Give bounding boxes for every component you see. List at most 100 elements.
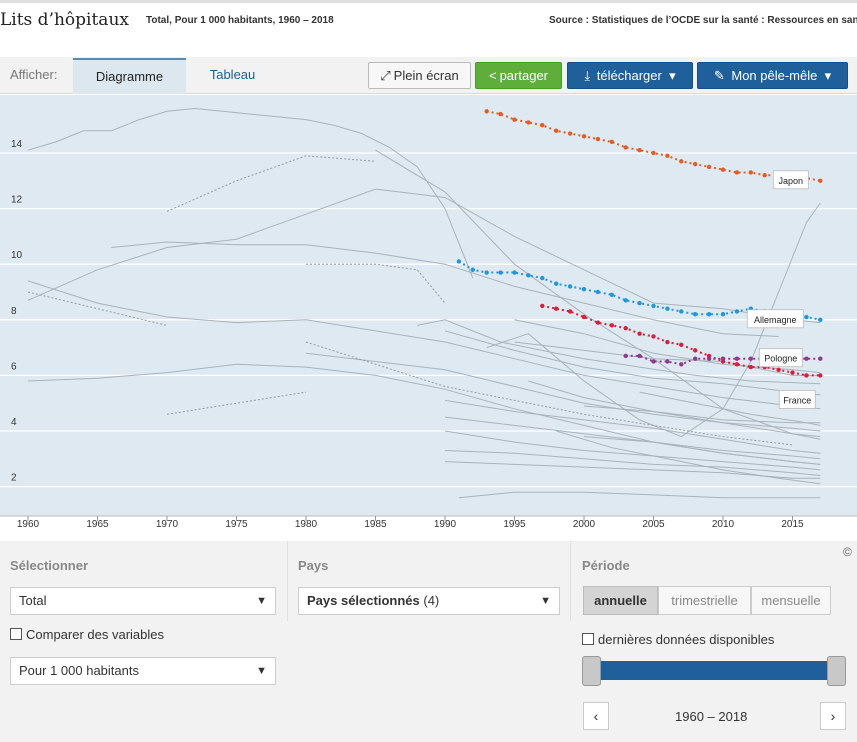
background-series-line xyxy=(556,430,821,485)
background-series-line xyxy=(514,341,821,376)
x-tick-label: 1995 xyxy=(503,519,526,530)
next-period-button[interactable]: › xyxy=(820,702,846,730)
source-note: Source : Statistiques de l’OCDE sur la s… xyxy=(549,15,857,26)
x-tick-label: 2000 xyxy=(573,519,596,530)
download-label: télécharger xyxy=(596,68,662,83)
data-point xyxy=(748,364,753,370)
data-point xyxy=(595,320,601,325)
x-tick-label: 1960 xyxy=(17,519,40,530)
copyright-icon: © xyxy=(843,545,852,559)
afficher-label: Afficher: xyxy=(10,67,58,82)
data-point xyxy=(484,270,489,275)
data-point xyxy=(637,331,642,336)
period-slider-track[interactable] xyxy=(591,661,836,680)
pele-mele-button[interactable]: ✎ Mon pêle-mêle ▾ xyxy=(697,62,848,89)
background-series-line xyxy=(528,380,821,432)
data-point xyxy=(637,300,642,306)
share-icon: < xyxy=(488,68,497,83)
data-point xyxy=(567,309,573,314)
background-series-line xyxy=(444,461,821,479)
data-point xyxy=(776,367,781,373)
series-label-allemagne: Allemagne xyxy=(746,309,804,329)
data-point xyxy=(637,353,642,359)
x-tick-label: 1990 xyxy=(434,519,457,530)
fullscreen-button[interactable]: ⤢ Plein écran xyxy=(368,62,471,89)
series-label-text: Japon xyxy=(779,176,804,186)
filter-panel: Sélectionner Total ▼ Comparer des variab… xyxy=(0,541,857,742)
data-point xyxy=(720,167,726,172)
pays-label: Pays xyxy=(298,558,329,573)
background-series-line xyxy=(305,352,821,438)
share-label: partager xyxy=(499,68,548,83)
column-divider xyxy=(287,541,288,621)
download-button[interactable]: ⤓ télécharger ▾ xyxy=(567,62,693,89)
download-icon: ⤓ xyxy=(584,68,591,83)
data-point xyxy=(679,309,684,314)
data-point xyxy=(512,117,517,122)
variable-select[interactable]: Total ▼ xyxy=(10,587,276,615)
tab-diagramme[interactable]: Diagramme xyxy=(73,58,186,94)
background-series-line xyxy=(444,450,821,476)
caret-down-icon: ▾ xyxy=(821,68,832,83)
x-tick-label: 1985 xyxy=(364,519,387,530)
comparer-checkbox[interactable]: Comparer des variables xyxy=(10,627,164,642)
data-point xyxy=(540,275,545,281)
data-point xyxy=(706,312,712,317)
latest-data-checkbox[interactable]: dernières données disponibles xyxy=(582,632,774,647)
data-point xyxy=(706,356,712,361)
data-point xyxy=(595,289,601,295)
data-point xyxy=(651,303,656,309)
x-tick-label: 2005 xyxy=(642,519,665,530)
expand-icon: ⤢ xyxy=(380,68,391,83)
data-point xyxy=(790,370,795,375)
latest-data-label: dernières données disponibles xyxy=(598,632,775,647)
data-point xyxy=(665,153,670,158)
tab-tableau[interactable]: Tableau xyxy=(209,67,256,82)
data-point xyxy=(679,159,684,164)
data-point xyxy=(748,170,753,175)
period-mensuelle[interactable]: mensuelle xyxy=(751,586,831,615)
prev-period-button[interactable]: ‹ xyxy=(583,702,609,730)
chart-header: Lits d’hôpitaux Total, Pour 1 000 habita… xyxy=(0,0,857,34)
y-tick-label: 8 xyxy=(11,306,17,317)
data-point xyxy=(554,306,559,311)
data-point xyxy=(665,359,670,364)
background-series-line xyxy=(639,391,821,426)
y-tick-label: 12 xyxy=(11,195,23,206)
dotted-series-line xyxy=(166,155,376,212)
data-point xyxy=(734,170,740,175)
data-point xyxy=(651,150,656,156)
data-point xyxy=(526,120,531,125)
data-point xyxy=(609,323,614,328)
slider-handle-start[interactable] xyxy=(582,656,601,686)
data-point xyxy=(567,284,573,289)
country-count: (4) xyxy=(423,593,440,608)
x-tick-label: 2015 xyxy=(781,519,804,530)
period-range: 1960 – 2018 xyxy=(675,709,748,724)
period-trimestrielle[interactable]: trimestrielle xyxy=(658,586,751,615)
data-point xyxy=(720,312,726,317)
data-point xyxy=(818,178,823,183)
data-point xyxy=(818,317,823,322)
data-point xyxy=(762,173,767,178)
data-point xyxy=(581,314,587,320)
label-box xyxy=(772,170,809,190)
data-point xyxy=(734,356,740,361)
series-label-text: Pologne xyxy=(764,354,797,364)
period-annuelle[interactable]: annuelle xyxy=(583,586,658,615)
series-label-pologne: Pologne xyxy=(758,348,803,368)
country-value: Pays sélectionnés xyxy=(307,593,420,608)
share-button[interactable]: < partager xyxy=(475,62,562,89)
unit-select[interactable]: Pour 1 000 habitants ▼ xyxy=(10,657,276,685)
slider-handle-end[interactable] xyxy=(827,656,846,686)
data-point xyxy=(484,109,489,114)
checkbox-icon xyxy=(582,633,594,645)
data-point xyxy=(651,359,656,364)
dotted-series-line xyxy=(166,391,307,415)
data-point xyxy=(748,356,753,361)
data-point xyxy=(623,325,628,331)
country-select[interactable]: Pays sélectionnés (4) ▼ xyxy=(298,587,560,615)
y-tick-label: 4 xyxy=(11,417,17,428)
unit-value: Pour 1 000 habitants xyxy=(19,663,139,678)
data-point xyxy=(804,314,809,320)
